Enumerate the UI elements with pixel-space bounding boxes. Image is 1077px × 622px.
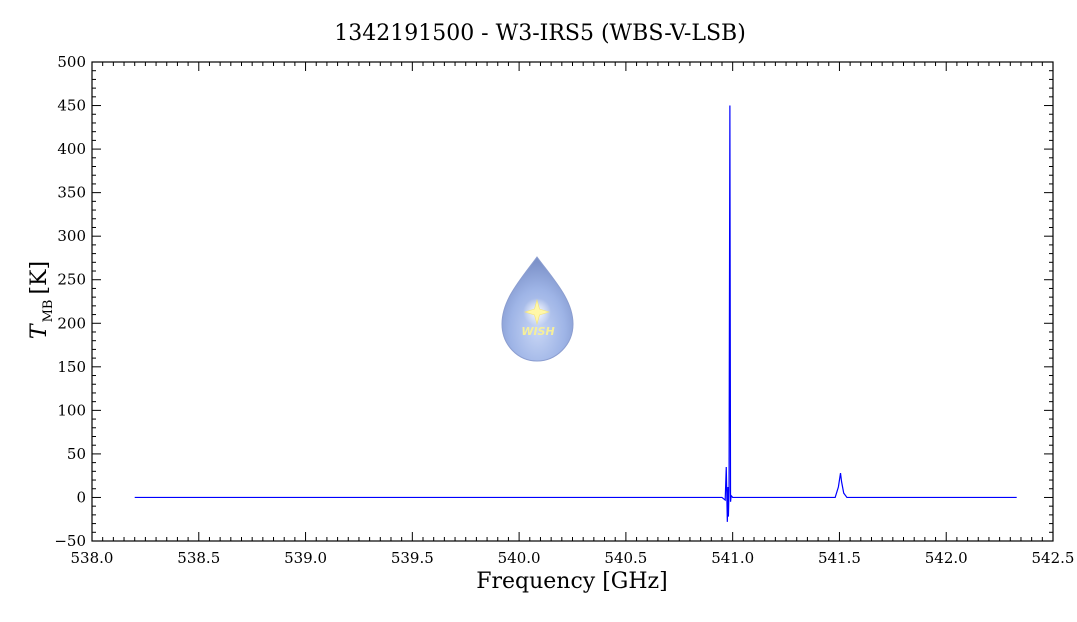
y-axis-label-unit: [K] — [27, 261, 52, 295]
star-icon — [524, 298, 550, 326]
svg-text:TMB[K]: TMB [K] — [27, 261, 56, 339]
y-tick-label: 500 — [57, 53, 86, 71]
x-axis-label: Frequency [GHz] — [476, 569, 668, 594]
y-tick-label: −50 — [54, 532, 86, 550]
y-axis-label: TMB [K] — [27, 261, 56, 339]
x-tick-label: 539.5 — [391, 549, 434, 567]
plot-frame — [91, 61, 1054, 542]
x-tick-label: 539.0 — [284, 549, 327, 567]
wish-logo: WISH — [501, 256, 574, 362]
chart-title: 1342191500 - W3-IRS5 (WBS-V-LSB) — [334, 21, 746, 46]
x-tick-label: 540.5 — [604, 549, 647, 567]
y-tick-label: 400 — [57, 140, 86, 158]
x-tick-label: 542.5 — [1032, 549, 1075, 567]
y-tick-label: 100 — [57, 401, 86, 419]
x-tick-label: 540.0 — [498, 549, 541, 567]
y-tick-label: 300 — [57, 227, 86, 245]
x-tick-label: 542.0 — [925, 549, 968, 567]
y-axis-label-sub: MB — [41, 300, 56, 323]
x-tick-label: 538.0 — [71, 549, 114, 567]
x-tick-labels: 538.0 538.5 539.0 539.5 540.0 540.5 541.0 541.5… — [71, 549, 1075, 567]
y-tick-label: 150 — [57, 358, 86, 376]
y-tick-label: 0 — [76, 488, 86, 506]
y-tick-label: 350 — [57, 184, 86, 202]
y-axis-label-main: T — [27, 322, 52, 339]
series-line — [134, 105, 1017, 522]
series-layer — [134, 105, 1017, 522]
x-tick-label: 541.5 — [818, 549, 861, 567]
y-tick-label: 250 — [57, 271, 86, 289]
y-tick-labels: −50 0 50 100 150 200 250 300 350 400 450 500 — [54, 53, 86, 550]
y-tick-label: 200 — [57, 314, 86, 332]
x-tick-label: 538.5 — [177, 549, 220, 567]
y-tick-label: 450 — [57, 97, 86, 115]
x-tick-label: 541.0 — [711, 549, 754, 567]
axis-ticks — [91, 61, 1054, 542]
y-tick-label: 50 — [67, 445, 86, 463]
logo-text: WISH — [521, 325, 554, 338]
